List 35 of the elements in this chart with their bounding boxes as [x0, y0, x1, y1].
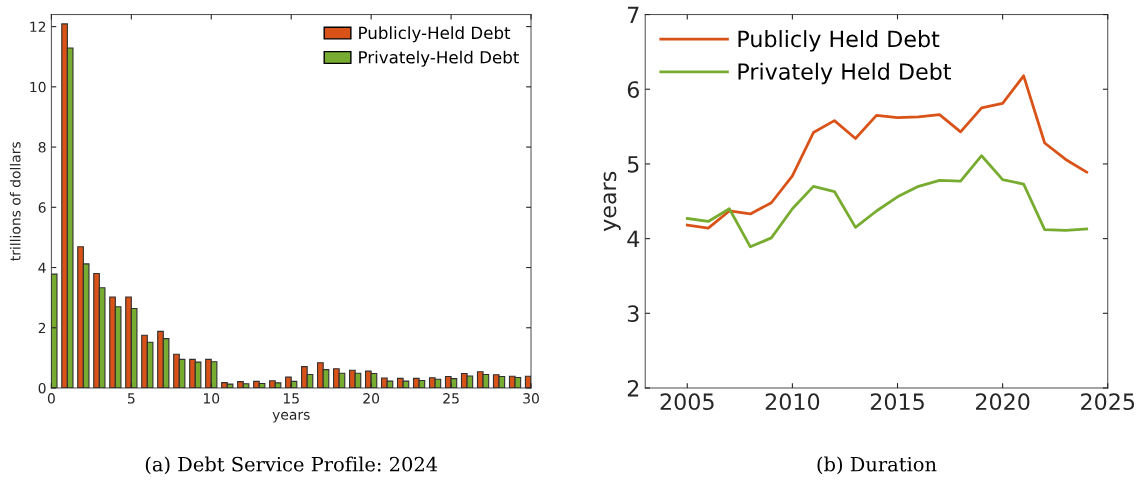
legend-label: Publicly-Held Debt — [359, 26, 511, 43]
y-tick-label: 2 — [38, 322, 46, 334]
y-tick-label: 8 — [38, 142, 46, 153]
x-tick-label: 2010 — [765, 393, 820, 411]
x-tick-label: 25 — [443, 393, 459, 404]
x-tick-label: 10 — [203, 393, 220, 404]
x-tick-label: 2025 — [1081, 393, 1135, 411]
y-tick-label: 0 — [38, 382, 46, 394]
y-tick-label: 7 — [628, 6, 639, 23]
text: (a) Debt Service Profile: 2024 — [145, 456, 438, 475]
x-tick-label: 20 — [363, 393, 380, 404]
y-tick-label: 3 — [627, 305, 639, 323]
legend-label: Publicly Held Debt — [738, 30, 940, 52]
y-axis-title: years — [603, 171, 621, 232]
x-tick-label: 15 — [283, 393, 299, 404]
x-tick-label: 5 — [127, 393, 135, 404]
y-tick-label: 12 — [30, 21, 46, 32]
legend-label: Privately Held Debt — [738, 62, 951, 85]
x-axis-title: years — [272, 411, 310, 423]
y-tick-label: 4 — [627, 230, 640, 248]
line-series — [685, 154, 1089, 249]
x-tick-label: 2020 — [975, 393, 1030, 411]
y-tick-label: 5 — [627, 156, 639, 173]
y-tick-label: 4 — [38, 262, 46, 273]
y-tick-label: 6 — [38, 202, 46, 213]
x-tick-label: 2015 — [870, 393, 924, 411]
text: (b) Duration — [817, 456, 937, 475]
x-tick-label: 30 — [523, 393, 539, 404]
x-tick-label: 0 — [47, 393, 55, 404]
y-axis-title: trillions of dollars — [9, 142, 21, 261]
legend-label: Privately-Held Debt — [359, 50, 519, 67]
y-tick-label: 10 — [30, 81, 46, 93]
y-tick-label: 6 — [627, 81, 639, 98]
y-tick-label: 2 — [627, 379, 639, 397]
x-tick-label: 2005 — [660, 393, 714, 411]
